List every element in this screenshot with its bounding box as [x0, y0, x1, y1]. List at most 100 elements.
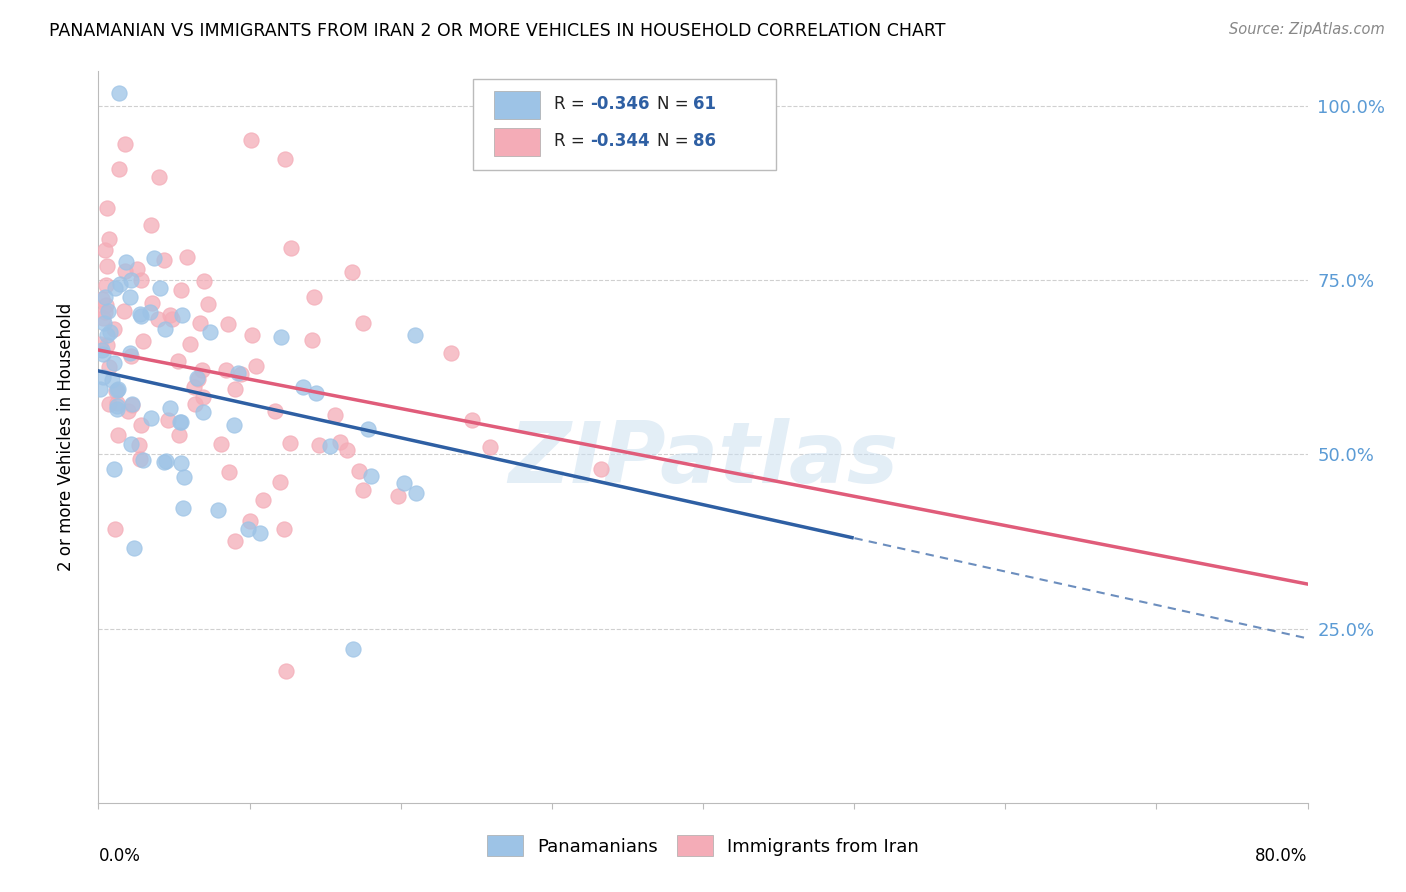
Point: [149, 281, 172, 295]
Text: 86: 86: [693, 132, 716, 151]
Text: N =: N =: [657, 95, 695, 113]
Point: [96, 259, 118, 273]
Point: [107, 87, 129, 101]
Point: [114, 264, 136, 278]
Point: [239, 514, 262, 528]
Point: [156, 413, 179, 427]
Point: [240, 328, 263, 343]
Point: [105, 383, 128, 397]
Text: R =: R =: [554, 132, 591, 151]
Point: [89, 382, 111, 396]
Point: [98, 325, 121, 339]
Point: [159, 309, 181, 323]
Legend: Panamanians, Immigrants from Iran: Panamanians, Immigrants from Iran: [479, 828, 927, 863]
Point: [336, 443, 359, 458]
Point: [91, 347, 114, 361]
Point: [347, 464, 370, 478]
Point: [274, 152, 297, 166]
Point: [273, 522, 295, 536]
Point: [139, 411, 162, 425]
Point: [169, 427, 191, 442]
Point: [217, 317, 239, 331]
Point: [101, 373, 124, 387]
Point: [91, 370, 114, 384]
Point: [121, 398, 143, 412]
Text: -0.344: -0.344: [591, 132, 650, 151]
Point: [155, 454, 177, 468]
Point: [105, 396, 128, 410]
Point: [187, 372, 209, 386]
Text: N =: N =: [657, 132, 695, 151]
Text: R =: R =: [554, 95, 591, 113]
Text: 80.0%: 80.0%: [1256, 847, 1308, 864]
Point: [107, 428, 129, 442]
Point: [186, 371, 208, 385]
Point: [127, 262, 149, 277]
Point: [308, 437, 330, 451]
Point: [329, 434, 352, 449]
Point: [404, 327, 426, 342]
Point: [153, 252, 176, 267]
Point: [132, 452, 155, 467]
Point: [103, 322, 125, 336]
Point: [96, 337, 118, 351]
Point: [170, 308, 193, 322]
Point: [209, 436, 232, 450]
Point: [184, 397, 207, 411]
Point: [197, 297, 219, 311]
Point: [122, 541, 145, 555]
Point: [591, 462, 613, 476]
Point: [118, 289, 141, 303]
Point: [139, 219, 162, 233]
Point: [176, 251, 198, 265]
Point: [218, 466, 240, 480]
Point: [97, 232, 120, 246]
Point: [129, 417, 152, 432]
Point: [357, 422, 380, 436]
Point: [138, 305, 160, 319]
Point: [305, 385, 328, 400]
Point: [160, 312, 183, 326]
Text: -0.346: -0.346: [591, 95, 650, 113]
Point: [231, 367, 253, 381]
Point: [191, 405, 214, 419]
Point: [97, 303, 120, 318]
Point: [90, 343, 112, 358]
Point: [249, 525, 271, 540]
Point: [222, 418, 245, 433]
Point: [97, 397, 120, 411]
Text: Source: ZipAtlas.com: Source: ZipAtlas.com: [1229, 22, 1385, 37]
Point: [153, 455, 176, 469]
Text: ZIPatlas: ZIPatlas: [508, 417, 898, 500]
FancyBboxPatch shape: [494, 91, 540, 119]
Point: [104, 280, 127, 294]
Point: [94, 305, 117, 319]
Text: 0.0%: 0.0%: [98, 847, 141, 864]
Point: [215, 363, 238, 377]
Point: [172, 501, 194, 516]
Point: [224, 382, 246, 396]
Point: [117, 404, 139, 418]
FancyBboxPatch shape: [494, 128, 540, 156]
Point: [179, 337, 201, 351]
Point: [93, 317, 115, 331]
Point: [280, 241, 302, 255]
Point: [142, 251, 165, 265]
Point: [128, 438, 150, 452]
Point: [148, 170, 170, 185]
Point: [141, 296, 163, 310]
Point: [240, 133, 263, 147]
Point: [112, 304, 135, 318]
Point: [107, 382, 129, 396]
Point: [170, 456, 193, 470]
Point: [318, 439, 340, 453]
Point: [94, 298, 117, 312]
Point: [323, 408, 346, 422]
Text: PANAMANIAN VS IMMIGRANTS FROM IRAN 2 OR MORE VEHICLES IN HOUSEHOLD CORRELATION C: PANAMANIAN VS IMMIGRANTS FROM IRAN 2 OR …: [49, 22, 946, 40]
Point: [198, 326, 221, 340]
Point: [114, 137, 136, 152]
Point: [89, 337, 111, 351]
Point: [91, 311, 114, 326]
Point: [129, 273, 152, 287]
Point: [173, 469, 195, 483]
